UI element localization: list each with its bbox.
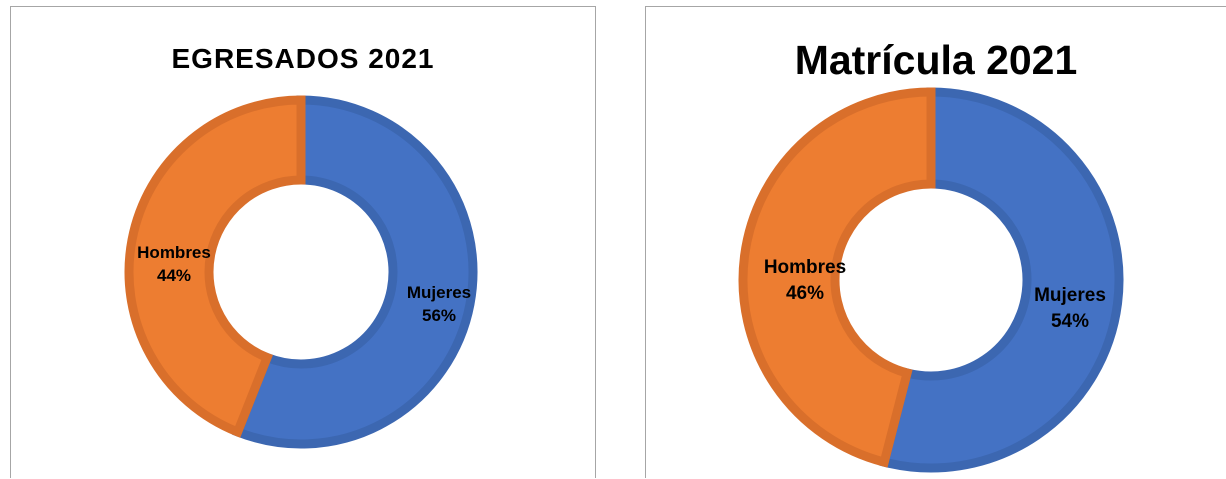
chart-title: EGRESADOS 2021 [171, 43, 435, 74]
data-label-hombres: Hombres 44% [137, 243, 211, 285]
data-label-mujeres: Mujeres 56% [407, 283, 471, 325]
chart-title: Matrícula 2021 [794, 37, 1078, 83]
donut-slice-mujeres [231, 95, 478, 449]
data-label-value: 54% [1051, 311, 1089, 332]
data-label-category: Hombres [137, 243, 211, 262]
data-label-hombres: Hombres 46% [764, 257, 846, 304]
donut-chart-matricula: Mujeres 54% Hombres 46% [738, 87, 1124, 473]
chart-panel-egresados: EGRESADOS 2021 Mujeres 56% Hombres 44% [10, 6, 596, 478]
donut-chart-egresados: Mujeres 56% Hombres 44% [124, 95, 478, 449]
donut-slice-mujeres [878, 87, 1124, 473]
data-label-category: Mujeres [407, 283, 471, 302]
data-label-mujeres: Mujeres 54% [1034, 285, 1106, 332]
data-label-category: Hombres [764, 257, 846, 278]
data-label-value: 46% [786, 283, 824, 304]
donut-slice-hombres [124, 95, 306, 438]
data-label-value: 56% [422, 306, 456, 325]
chart-panel-matricula: Matrícula 2021 Mujeres 54% Hombres 46% [645, 6, 1226, 478]
data-label-value: 44% [157, 266, 191, 285]
data-label-category: Mujeres [1034, 285, 1106, 306]
donut-slice-hombres [738, 87, 936, 468]
